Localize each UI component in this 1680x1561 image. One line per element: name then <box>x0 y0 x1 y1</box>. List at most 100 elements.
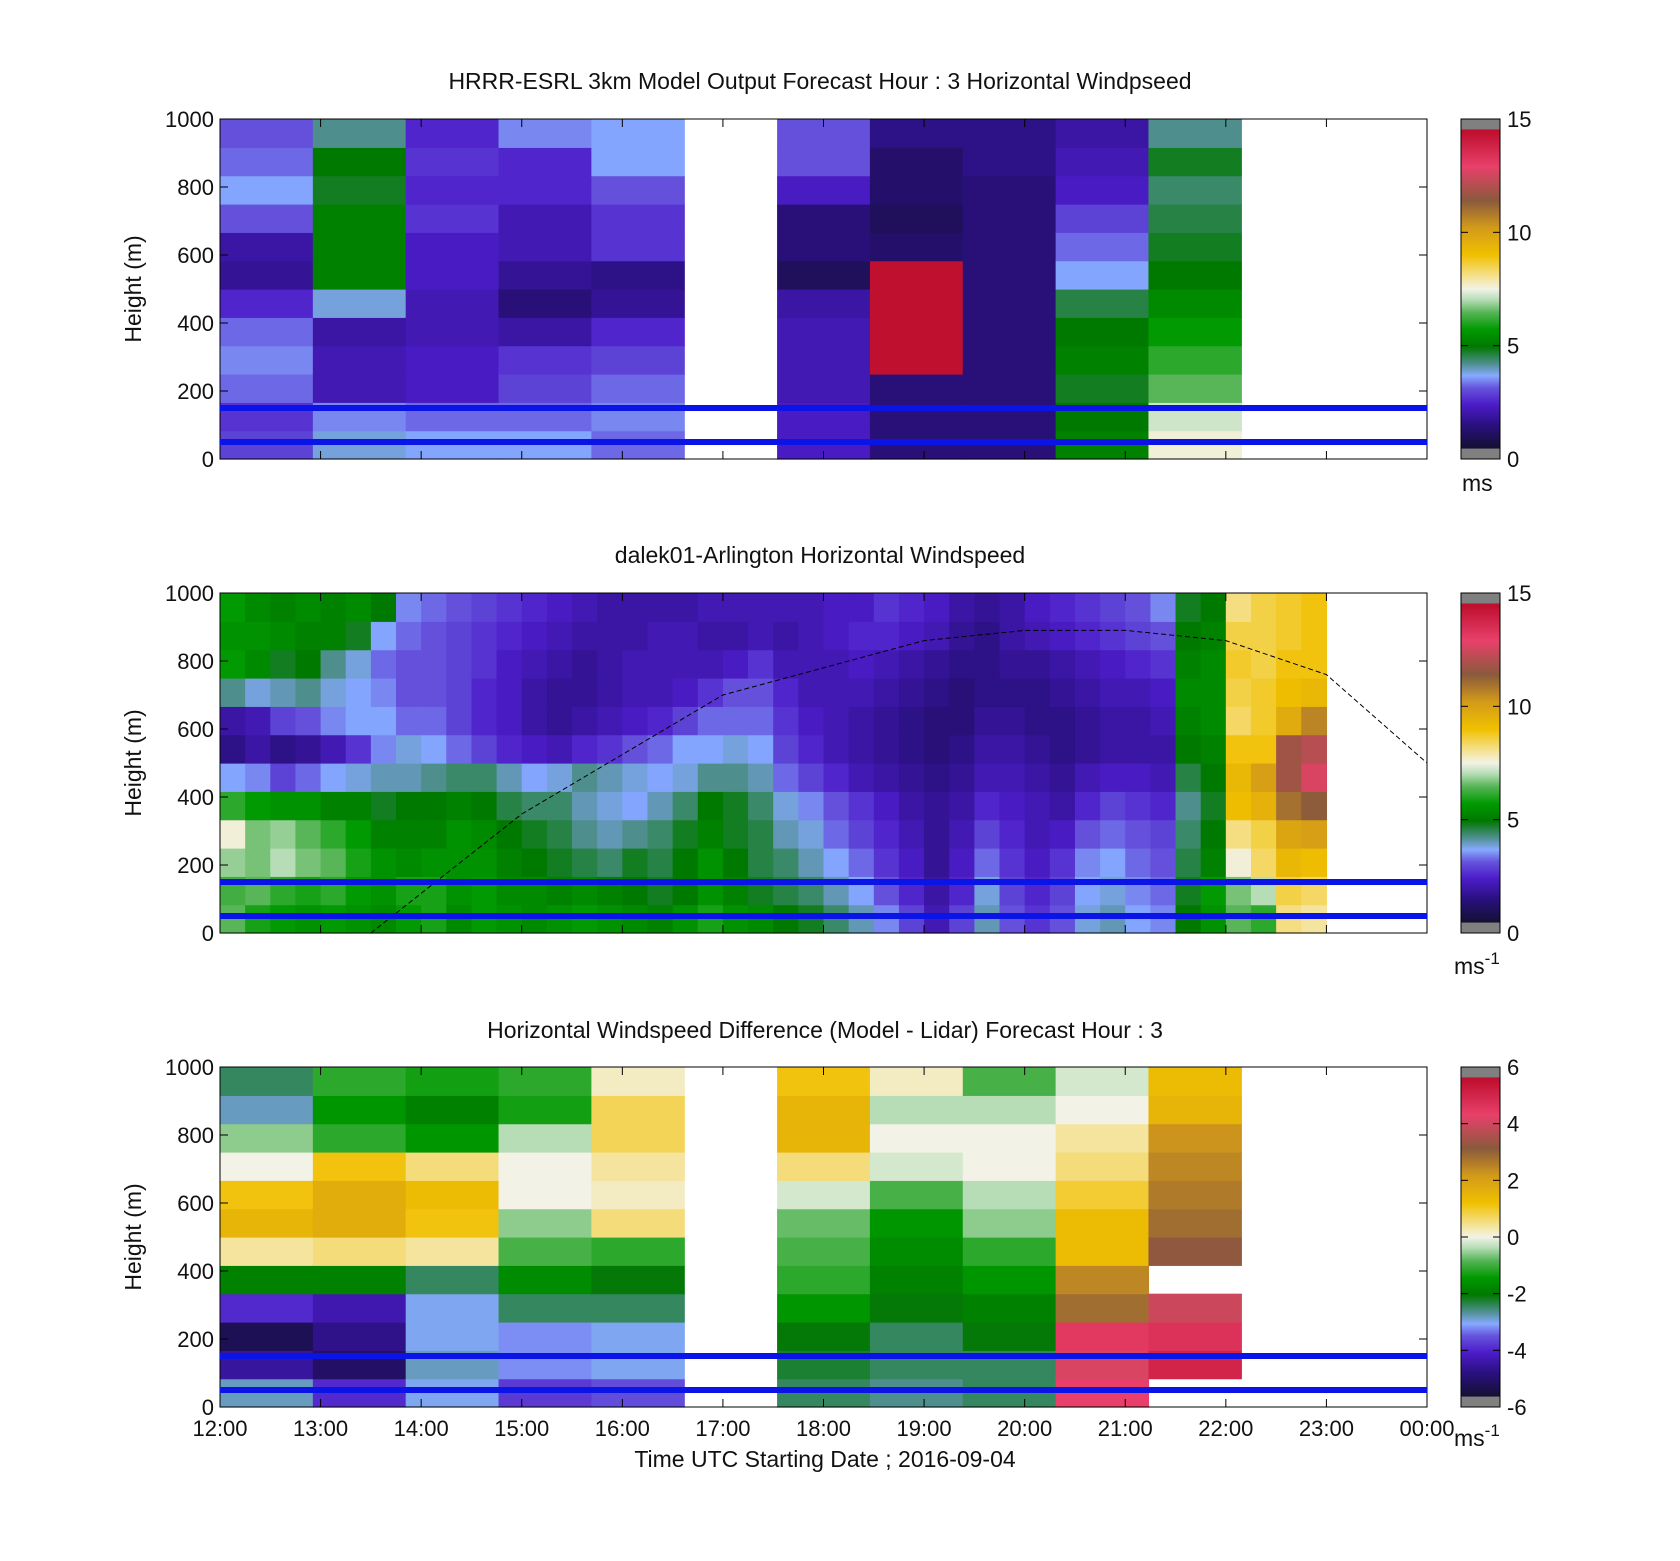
difference-cell <box>869 1180 964 1210</box>
difference-cell <box>405 1123 500 1153</box>
panel-model-ticks: 0 200 400 600 800 1000 <box>165 107 1428 472</box>
lidar-speed-cell <box>1049 848 1076 877</box>
lidar-speed-cell <box>722 819 749 849</box>
difference-cell <box>405 1180 500 1210</box>
model-speed-cell <box>1055 260 1150 290</box>
lidar-speed-cell <box>1024 763 1051 792</box>
lidar-speed-cell <box>295 848 322 877</box>
lidar-speed-cell <box>773 593 799 622</box>
model-speed-cell <box>312 260 407 290</box>
lidar-speed-cell <box>1150 621 1177 651</box>
lidar-speed-cell <box>1125 763 1151 792</box>
lidar-speed-cell <box>1100 791 1126 821</box>
lidar-speed-cell <box>1150 848 1177 877</box>
difference-cell <box>312 1293 407 1323</box>
lidar-speed-cell <box>245 649 271 679</box>
lidar-speed-cell <box>974 904 1001 934</box>
lidar-speed-cell <box>1100 678 1126 707</box>
lidar-speed-cell <box>1200 791 1227 821</box>
model-speed-cell <box>498 430 592 460</box>
model-speed-cell <box>591 345 685 375</box>
lidar-speed-cell <box>622 593 649 622</box>
lidar-speed-cell <box>597 848 623 877</box>
lidar-speed-cell <box>370 734 397 764</box>
model-speed-cell <box>591 374 685 403</box>
lidar-speed-cell <box>1301 791 1328 821</box>
y-tick-label: 400 <box>177 1259 214 1284</box>
model-speed-cell <box>498 345 592 375</box>
lidar-speed-cell <box>1225 621 1252 651</box>
lidar-speed-cell <box>1074 904 1101 934</box>
lidar-speed-cell <box>823 621 850 651</box>
y-tick-label: 1000 <box>165 1055 214 1080</box>
lidar-speed-cell <box>1175 763 1202 792</box>
model-speed-cell <box>777 204 871 233</box>
lidar-speed-cell <box>924 819 950 849</box>
lidar-speed-cell <box>823 593 850 622</box>
difference-cell <box>962 1208 1057 1238</box>
lidar-speed-cell <box>848 706 875 736</box>
lidar-speed-cell <box>295 904 322 934</box>
lidar-speed-cell <box>446 791 473 821</box>
lidar-speed-cell <box>345 678 372 707</box>
difference-cell <box>1148 1322 1242 1351</box>
difference-cell <box>498 1378 592 1408</box>
y-tick-label: 0 <box>202 921 214 946</box>
difference-cell <box>591 1378 685 1408</box>
x-tick-label: 13:00 <box>293 1416 348 1441</box>
difference-cell <box>962 1378 1057 1408</box>
difference-cell <box>962 1095 1057 1125</box>
difference-cell <box>869 1322 964 1351</box>
colorbar-tick-label: 5 <box>1507 334 1519 359</box>
lidar-speed-cell <box>622 706 649 736</box>
lidar-speed-cell <box>974 649 1001 679</box>
panel-lidar-colorbar-unit: ms-1 <box>1454 949 1500 979</box>
lidar-speed-cell <box>949 734 975 764</box>
model-speed-cell <box>498 175 592 205</box>
lidar-speed-cell <box>1200 734 1227 764</box>
lidar-speed-cell <box>396 763 422 792</box>
difference-cell <box>962 1265 1057 1295</box>
panel-model-colorbar <box>1460 118 1501 460</box>
lidar-speed-cell <box>798 678 825 707</box>
y-tick-label: 200 <box>177 379 214 404</box>
lidar-speed-cell <box>521 621 548 651</box>
model-speed-cell <box>777 147 871 177</box>
lidar-speed-cell <box>521 706 548 736</box>
lidar-speed-cell <box>1301 734 1328 764</box>
lidar-speed-cell <box>1276 649 1302 679</box>
lidar-speed-cell <box>647 904 674 934</box>
lidar-speed-cell <box>597 621 623 651</box>
lidar-speed-cell <box>1200 706 1227 736</box>
lidar-speed-cell <box>1074 763 1101 792</box>
model-speed-cell <box>1148 147 1242 177</box>
lidar-speed-cell <box>672 734 699 764</box>
model-speed-cell <box>869 260 964 290</box>
lidar-speed-cell <box>245 593 271 622</box>
x-tick-label: 16:00 <box>595 1416 650 1441</box>
lidar-speed-cell <box>1049 791 1076 821</box>
lidar-speed-cell <box>672 706 699 736</box>
lidar-speed-cell <box>572 621 598 651</box>
lidar-speed-cell <box>320 649 347 679</box>
lidar-speed-cell <box>295 791 322 821</box>
lidar-speed-cell <box>1276 621 1302 651</box>
lidar-speed-cell <box>572 791 598 821</box>
lidar-speed-cell <box>1049 706 1076 736</box>
difference-cell <box>962 1180 1057 1210</box>
lidar-speed-cell <box>823 763 850 792</box>
difference-cell <box>220 1208 314 1238</box>
difference-cell <box>1055 1208 1150 1238</box>
panel-lidar-colorbar <box>1460 592 1501 934</box>
lidar-speed-cell <box>396 819 422 849</box>
difference-cell <box>962 1123 1057 1153</box>
lidar-speed-cell <box>1074 819 1101 849</box>
colorbar-tick-label: 5 <box>1507 808 1519 833</box>
lidar-speed-cell <box>697 904 724 934</box>
lidar-speed-cell <box>597 734 623 764</box>
lidar-speed-cell <box>345 734 372 764</box>
lidar-speed-cell <box>974 819 1001 849</box>
difference-cell <box>220 1152 314 1181</box>
lidar-speed-cell <box>597 649 623 679</box>
lidar-speed-cell <box>1049 678 1076 707</box>
